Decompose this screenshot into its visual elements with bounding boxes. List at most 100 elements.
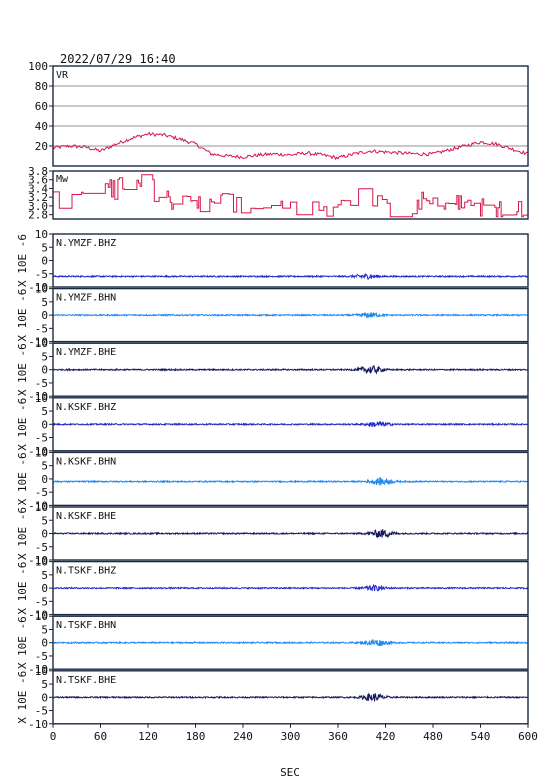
- mw-ytick-label: 3.2: [28, 191, 48, 204]
- waveform-ytick-label: -5: [35, 595, 48, 608]
- waveform-ytick-label: -5: [35, 322, 48, 335]
- waveform-panel-label: N.KSKF.BHE: [56, 511, 116, 522]
- waveform-panel-label: N.YMZF.BHZ: [56, 238, 116, 249]
- x-tick-label: 180: [186, 730, 206, 743]
- vr-ytick-label: 60: [35, 100, 48, 113]
- waveform-ytick-label: 10: [35, 501, 48, 514]
- waveform-ytick-label: 0: [41, 418, 48, 431]
- mw-ytick-label: 3.4: [28, 182, 48, 195]
- waveform-ytick-label: 10: [35, 446, 48, 459]
- x-tick-label: 600: [518, 730, 538, 743]
- x-tick-label: 360: [328, 730, 348, 743]
- waveform-trace: [52, 365, 528, 375]
- waveform-trace: [52, 420, 528, 428]
- x-tick-label: 0: [50, 730, 57, 743]
- waveform-trace: [52, 476, 528, 486]
- waveform-panel-label: N.TSKF.BHE: [56, 675, 116, 686]
- vr-panel-frame: [52, 65, 529, 167]
- vr-ytick-label: 100: [28, 60, 48, 73]
- waveform-ytick-label: 0: [41, 582, 48, 595]
- vr-ytick-label: 20: [35, 140, 48, 153]
- waveform-ytick-label: -5: [35, 268, 48, 281]
- waveform-ytick-label: 10: [35, 228, 48, 241]
- waveform-trace: [52, 638, 528, 646]
- mw-ytick-label: 3.0: [28, 200, 48, 213]
- waveform-y-axis-label: X 10E -6: [16, 562, 29, 615]
- vr-ytick-label: 80: [35, 80, 48, 93]
- mw-ytick-label: 2.8: [28, 209, 48, 222]
- waveform-ytick-label: -10: [28, 499, 48, 512]
- waveform-ytick-label: -5: [35, 486, 48, 499]
- vr-panel-label: VR: [56, 70, 69, 81]
- x-tick-label: 60: [94, 730, 107, 743]
- waveform-ytick-label: 10: [35, 556, 48, 569]
- waveform-ytick-label: 5: [41, 569, 48, 582]
- mw-panel-label: Mw: [56, 174, 69, 185]
- waveform-ytick-label: 0: [41, 364, 48, 377]
- vr-ytick-label: 40: [35, 120, 48, 133]
- waveform-panel-label: N.TSKF.BHZ: [56, 566, 116, 577]
- waveform-trace: [52, 272, 528, 280]
- waveform-ytick-label: -10: [28, 663, 48, 676]
- waveform-y-axis-label: X 10E -6: [16, 234, 29, 287]
- waveform-trace: [52, 692, 528, 702]
- waveform-ytick-label: 0: [41, 255, 48, 268]
- waveform-y-axis-label: X 10E -6: [16, 507, 29, 560]
- mw-ytick-label: 3.6: [28, 174, 48, 187]
- waveform-ytick-label: 0: [41, 691, 48, 704]
- x-tick-label: 120: [138, 730, 158, 743]
- waveform-ytick-label: 5: [41, 460, 48, 473]
- waveform-ytick-label: 0: [41, 528, 48, 541]
- waveform-ytick-label: 5: [41, 241, 48, 254]
- waveform-ytick-label: 10: [35, 610, 48, 623]
- x-tick-label: 540: [471, 730, 491, 743]
- waveform-panel-label: N.KSKF.BHN: [56, 456, 116, 467]
- waveform-ytick-label: 5: [41, 296, 48, 309]
- waveform-y-axis-label: X 10E -6: [16, 398, 29, 451]
- waveform-trace: [52, 311, 528, 319]
- waveform-ytick-label: 5: [41, 514, 48, 527]
- mw-ytick-label: 3.8: [28, 165, 48, 178]
- waveform-ytick-label: -10: [28, 445, 48, 458]
- waveform-ytick-label: -5: [35, 705, 48, 718]
- waveform-y-axis-label: X 10E -6: [16, 671, 29, 724]
- waveform-ytick-label: -10: [28, 718, 48, 731]
- waveform-ytick-label: -10: [28, 281, 48, 294]
- x-tick-label: 420: [376, 730, 396, 743]
- figure-title: 2022/07/29 16:40: [60, 52, 176, 66]
- waveform-ytick-label: 5: [41, 350, 48, 363]
- mw-series-line: [52, 174, 528, 218]
- waveform-ytick-label: -10: [28, 336, 48, 349]
- waveform-ytick-label: 0: [41, 637, 48, 650]
- x-tick-label: 300: [281, 730, 301, 743]
- waveform-ytick-label: 0: [41, 309, 48, 322]
- waveform-y-axis-label: X 10E -6: [16, 452, 29, 505]
- x-axis: 0 60 120 180 240 300 360 420 480 540 600: [50, 723, 538, 743]
- waveform-trace: [52, 529, 528, 539]
- waveform-ytick-label: -5: [35, 541, 48, 554]
- waveform-ytick-label: -10: [28, 554, 48, 567]
- waveform-ytick-label: 0: [41, 473, 48, 486]
- waveform-ytick-label: 10: [35, 392, 48, 405]
- waveform-ytick-label: -5: [35, 650, 48, 663]
- panels: 20406080100VR2.83.03.23.43.63.8Mw1050-5-…: [16, 60, 529, 731]
- waveform-ytick-label: 10: [35, 337, 48, 350]
- waveform-panel-label: N.KSKF.BHZ: [56, 402, 116, 413]
- waveform-y-axis-label: X 10E -6: [16, 616, 29, 669]
- waveform-y-axis-label: X 10E -6: [16, 289, 29, 342]
- waveform-ytick-label: -5: [35, 377, 48, 390]
- waveform-panel-frame: [52, 233, 529, 288]
- x-tick-label: 240: [233, 730, 253, 743]
- waveform-y-axis-label: X 10E -6: [16, 343, 29, 396]
- mw-panel-frame: [52, 170, 529, 220]
- x-tick-label: 480: [423, 730, 443, 743]
